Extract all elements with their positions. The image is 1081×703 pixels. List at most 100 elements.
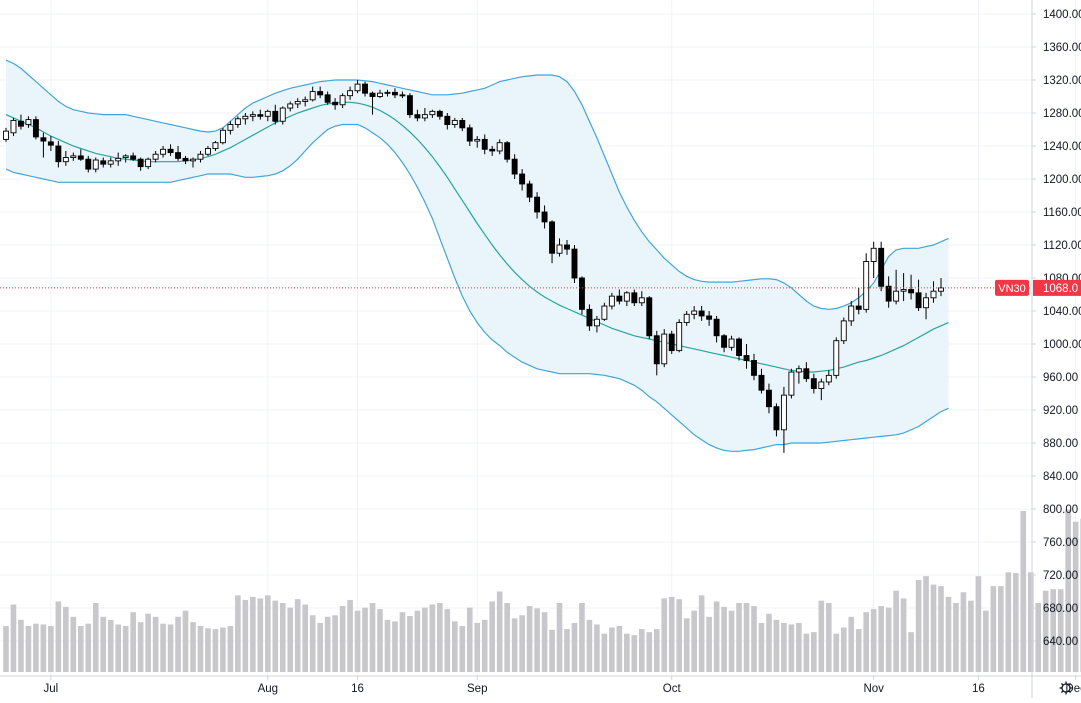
volume-bar <box>55 601 62 672</box>
volume-bar <box>826 603 832 672</box>
volume-bar <box>3 626 9 672</box>
time-axis[interactable]: JulAug16SepOctNov16Dec16 <box>0 675 1081 695</box>
gear-tooth <box>1060 690 1064 694</box>
candle-body <box>152 153 159 160</box>
candle-body <box>601 305 608 320</box>
volume-bar <box>631 635 638 672</box>
candle-body <box>571 248 578 279</box>
candle-body <box>429 110 436 116</box>
price-tick-label: 1400.00 <box>1043 9 1081 21</box>
candle <box>474 136 481 148</box>
volume-bar <box>938 586 944 672</box>
candle <box>92 157 99 173</box>
candle-body <box>526 183 533 198</box>
candle-body <box>287 103 294 109</box>
volume-bar <box>362 607 368 672</box>
volume-bar <box>25 626 32 672</box>
candle-body <box>646 297 653 337</box>
candle-body <box>534 196 541 213</box>
candle <box>107 157 114 168</box>
volume-bar <box>609 627 615 672</box>
candle-body <box>713 318 720 337</box>
volume-bar <box>302 604 308 672</box>
candle-body <box>691 310 698 315</box>
candle <box>429 109 436 118</box>
candle <box>489 146 496 156</box>
candle-body <box>302 99 309 102</box>
volume-bar <box>496 591 503 672</box>
candle-body <box>369 92 376 97</box>
volume-bar <box>968 600 974 672</box>
candle-body <box>676 322 683 352</box>
settings-gear-icon[interactable] <box>1059 681 1073 695</box>
candle-body <box>227 124 234 131</box>
candle <box>227 121 234 135</box>
candle <box>287 101 294 112</box>
candle <box>444 113 451 130</box>
candle <box>758 368 765 394</box>
candle-body <box>743 355 750 361</box>
candle <box>77 149 84 161</box>
volume-bar <box>324 616 331 672</box>
lower-band-line <box>5 123 949 452</box>
volume-bar <box>197 626 204 672</box>
candle-body <box>175 152 181 159</box>
candle <box>339 93 346 109</box>
volume-bar <box>743 603 750 672</box>
volume-bar <box>728 610 735 672</box>
candle-body <box>721 335 728 348</box>
symbol-tag <box>995 279 1029 296</box>
time-tick-label: 16 <box>972 683 985 695</box>
candle <box>736 337 742 361</box>
volume-bar <box>945 596 952 672</box>
volume-bar <box>107 619 114 672</box>
upper-band-line <box>5 59 949 310</box>
candle-body <box>249 114 256 117</box>
candle <box>534 192 541 219</box>
candle <box>848 301 855 326</box>
candle <box>347 86 354 100</box>
price-tick-label: 1040.00 <box>1043 306 1081 318</box>
candle-body <box>780 394 787 431</box>
candle-body <box>631 292 638 304</box>
price-tick-label: 1280.00 <box>1043 108 1081 120</box>
volume-bar <box>781 622 787 672</box>
time-tick-label: Nov <box>863 683 884 695</box>
volume-bar <box>392 621 398 672</box>
candle-body <box>100 160 107 165</box>
candle <box>608 292 615 310</box>
volume-bar <box>541 612 548 672</box>
gear-tooth <box>1068 690 1072 694</box>
candle <box>309 86 316 102</box>
candle-body <box>205 148 211 155</box>
candle <box>242 113 249 125</box>
candle-body <box>294 100 301 105</box>
volume-bar <box>33 623 39 672</box>
candle <box>100 157 107 168</box>
volume-bar <box>556 603 563 672</box>
volume-bar <box>452 621 458 672</box>
volume-bar <box>646 632 653 672</box>
price-axis[interactable]: 640.00 680.00 720.00 760.00 800.00 840.00 880.… <box>1031 0 1081 698</box>
candle <box>264 109 271 122</box>
candle-body <box>623 292 630 302</box>
candle-body <box>885 285 892 302</box>
volume-bar <box>227 626 234 672</box>
volume-bar <box>257 598 264 672</box>
candle-body <box>668 333 675 352</box>
candle <box>182 155 189 165</box>
time-tick-label: Oct <box>663 683 682 695</box>
volume-bar <box>639 629 645 672</box>
candle <box>272 104 279 125</box>
candle-body <box>511 158 518 175</box>
candle <box>317 86 324 99</box>
candle <box>85 155 92 173</box>
candle <box>70 152 77 161</box>
candle-body <box>47 141 54 146</box>
volume-bar <box>1072 521 1079 672</box>
volume-bar <box>661 598 668 672</box>
candle-body <box>234 118 241 126</box>
volume-bar <box>953 603 959 672</box>
